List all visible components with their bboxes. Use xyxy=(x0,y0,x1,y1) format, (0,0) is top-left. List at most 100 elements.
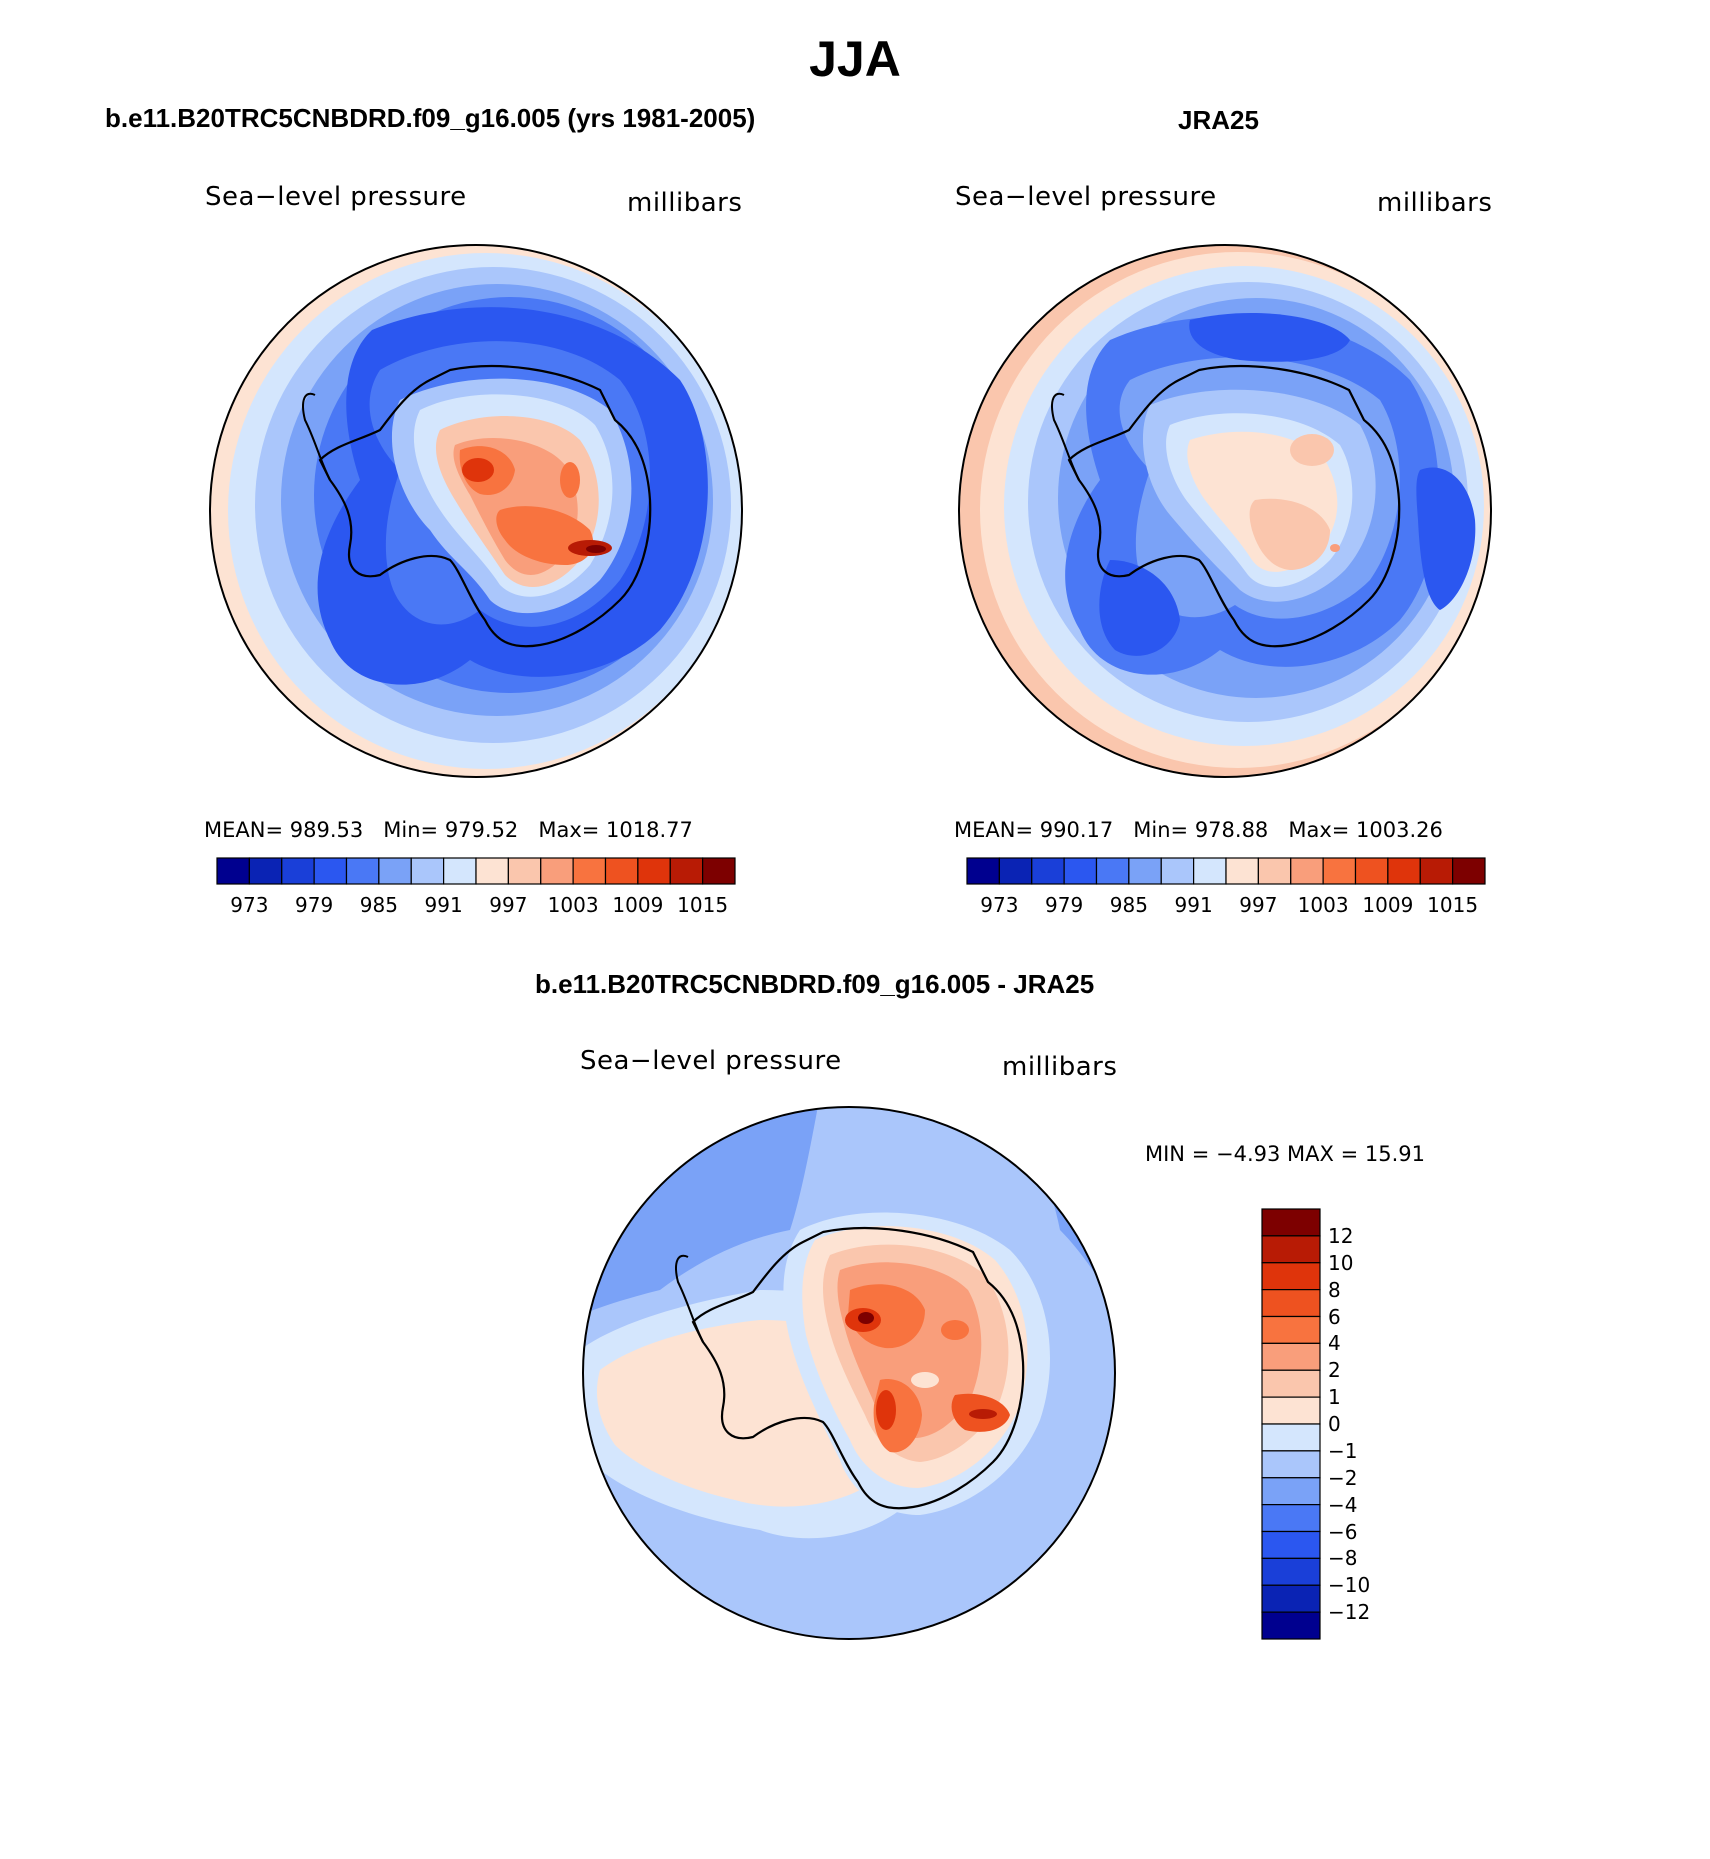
obs-colorbar-cell xyxy=(1290,857,1324,885)
diff-colorbar-tick: 10 xyxy=(1328,1250,1354,1275)
diff-colorbar-tick: 4 xyxy=(1328,1331,1341,1356)
model-colorbar-cell xyxy=(216,857,250,885)
obs-colorbar-tick: 991 xyxy=(1174,893,1213,917)
model-stats: MEAN= 989.53 Min= 979.52 Max= 1018.77 xyxy=(204,818,693,842)
obs-colorbar-cell xyxy=(1193,857,1227,885)
obs-min-label: Min= xyxy=(1133,818,1189,842)
obs-colorbar-cell xyxy=(966,857,1000,885)
diff-stats: MIN = −4.93 MAX = 15.91 xyxy=(1145,1142,1425,1166)
model-mean-label: MEAN= xyxy=(204,818,284,842)
obs-colorbar-cell xyxy=(1063,857,1098,885)
diff-colorbar xyxy=(1261,1208,1321,1640)
model-colorbar-cell xyxy=(378,857,412,885)
model-colorbar-tick: 985 xyxy=(359,893,398,917)
model-max-value: 1018.77 xyxy=(606,818,693,842)
model-min-value: 979.52 xyxy=(444,818,519,842)
model-colorbar-tick: 979 xyxy=(295,893,334,917)
diff-colorbar-cell xyxy=(1261,1289,1321,1318)
model-min-label: Min= xyxy=(383,818,439,842)
diff-units-label: millibars xyxy=(1002,1052,1118,1082)
diff-colorbar-tick: −6 xyxy=(1328,1519,1358,1544)
diff-variable-label: Sea−level pressure xyxy=(580,1046,842,1076)
obs-peninsula xyxy=(1051,392,1080,481)
model-colorbar-cell xyxy=(248,857,283,885)
diff-min-value: −4.93 xyxy=(1215,1142,1281,1166)
obs-units-label: millibars xyxy=(1377,188,1493,218)
model-colorbar-tick: 1003 xyxy=(547,893,599,917)
diff-colorbar-cell xyxy=(1261,1423,1321,1452)
model-colorbar-cell xyxy=(540,857,574,885)
model-colorbar-tick: 1009 xyxy=(612,893,664,917)
obs-colorbar-tick: 973 xyxy=(980,893,1019,917)
diff-colorbar-cell xyxy=(1261,1262,1321,1291)
obs-colorbar xyxy=(966,857,1486,885)
obs-colorbar-cell xyxy=(1452,857,1486,885)
model-units-label: millibars xyxy=(627,188,743,218)
obs-stats: MEAN= 990.17 Min= 978.88 Max= 1003.26 xyxy=(954,818,1443,842)
model-colorbar-cell xyxy=(604,857,639,885)
diff-colorbar-tick: 1 xyxy=(1328,1385,1341,1410)
obs-colorbar-cell xyxy=(1257,857,1292,885)
diff-colorbar-tick: −4 xyxy=(1328,1492,1358,1517)
obs-colorbar-cell xyxy=(1354,857,1389,885)
diff-peninsula xyxy=(675,1254,704,1343)
diff-colorbar-tick: −12 xyxy=(1328,1600,1371,1625)
diff-colorbar-tick: 0 xyxy=(1328,1412,1341,1436)
diff-map-border xyxy=(582,1106,1116,1640)
diff-colorbar-cell xyxy=(1261,1530,1321,1559)
diff-colorbar-cell xyxy=(1261,1369,1321,1398)
model-colorbar-tick: 991 xyxy=(424,893,463,917)
diff-colorbar-cell xyxy=(1261,1557,1321,1586)
diff-colorbar-tick: −1 xyxy=(1328,1438,1358,1463)
obs-colorbar-tick: 1003 xyxy=(1297,893,1349,917)
model-colorbar-cell xyxy=(702,857,736,885)
diff-colorbar-cell xyxy=(1261,1477,1321,1506)
model-colorbar-cell xyxy=(281,857,315,885)
model-colorbar-tick: 997 xyxy=(489,893,528,917)
obs-colorbar-cell xyxy=(1225,857,1259,885)
model-colorbar-cell xyxy=(572,857,607,885)
obs-colorbar-cell xyxy=(1322,857,1357,885)
diff-colorbar-cell xyxy=(1261,1342,1321,1371)
model-colorbar-cell xyxy=(345,857,380,885)
figure-title: JJA xyxy=(809,31,901,87)
diff-colorbar-cell xyxy=(1261,1315,1321,1344)
model-polar-map xyxy=(209,244,743,778)
diff-colorbar-cell xyxy=(1261,1208,1321,1237)
model-colorbar xyxy=(216,857,736,885)
model-mean-value: 989.53 xyxy=(289,818,364,842)
obs-variable-label: Sea−level pressure xyxy=(955,182,1217,212)
model-coastline xyxy=(318,365,652,648)
diff-colorbar-cell xyxy=(1261,1235,1321,1264)
diff-max-value: 15.91 xyxy=(1364,1142,1425,1166)
model-colorbar-cell xyxy=(475,857,509,885)
obs-colorbar-cell xyxy=(998,857,1033,885)
diff-colorbar-cell xyxy=(1261,1584,1321,1613)
model-colorbar-cell xyxy=(443,857,477,885)
diff-colorbar-tick: 2 xyxy=(1328,1358,1341,1383)
diff-polar-map xyxy=(582,1106,1116,1640)
model-colorbar-tick: 973 xyxy=(230,893,269,917)
diff-max-label: MAX = xyxy=(1287,1142,1359,1166)
obs-colorbar-cell xyxy=(1160,857,1195,885)
diff-colorbar-tick: 6 xyxy=(1328,1304,1341,1329)
diff-colorbar-cell xyxy=(1261,1396,1321,1425)
model-map-border xyxy=(209,244,743,778)
model-peninsula xyxy=(302,392,331,481)
obs-panel-title: JRA25 xyxy=(1178,105,1259,135)
obs-coastline xyxy=(1067,365,1401,648)
obs-map-border xyxy=(958,244,1492,778)
obs-colorbar-cell xyxy=(1128,857,1162,885)
obs-polar-map xyxy=(958,244,1492,778)
model-colorbar-cell xyxy=(313,857,348,885)
obs-colorbar-cell xyxy=(1095,857,1130,885)
obs-colorbar-cell xyxy=(1387,857,1421,885)
diff-colorbar-cell xyxy=(1261,1450,1321,1479)
model-colorbar-cell xyxy=(669,857,704,885)
model-colorbar-cell xyxy=(637,857,671,885)
model-variable-label: Sea−level pressure xyxy=(205,182,467,212)
obs-colorbar-tick: 985 xyxy=(1109,893,1148,917)
obs-max-label: Max= xyxy=(1288,818,1350,842)
obs-min-value: 978.88 xyxy=(1194,818,1269,842)
